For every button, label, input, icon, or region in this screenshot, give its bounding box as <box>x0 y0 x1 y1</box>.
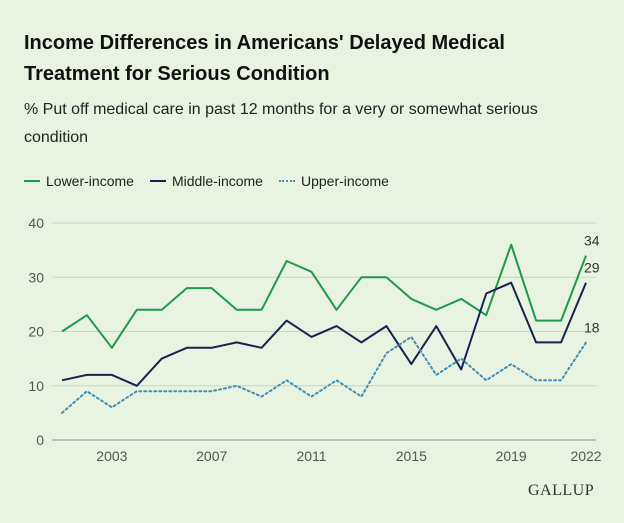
legend-label-lower-income: Lower-income <box>46 173 134 189</box>
x-tick-label: 2007 <box>196 448 227 464</box>
x-tick-label: 2022 <box>570 448 601 464</box>
x-tick-label: 2019 <box>496 448 527 464</box>
y-tick-label: 40 <box>28 215 44 231</box>
gallup-logo: GALLUP <box>528 482 595 499</box>
legend-item-upper-income: Upper-income <box>278 173 389 189</box>
y-tick-label: 20 <box>28 324 44 340</box>
series-line-middle-income <box>61 281 587 387</box>
end-label-upper-income: 18 <box>584 319 600 335</box>
legend-item-middle-income: Middle-income <box>149 173 263 189</box>
series-line-upper-income <box>61 335 587 414</box>
series-line-lower-income <box>61 243 587 349</box>
legend-swatch-middle-income <box>149 180 166 182</box>
chart-subtitle: % Put off medical care in past 12 months… <box>24 101 538 146</box>
chart-title: Income Differences in Americans' Delayed… <box>24 32 505 85</box>
end-label-middle-income: 29 <box>584 260 600 276</box>
legend-swatch-lower-income <box>24 180 40 182</box>
legend: Lower-income Middle-income Upper-income <box>24 173 389 189</box>
legend-swatch-upper-income <box>278 180 295 182</box>
y-tick-label: 10 <box>28 378 44 394</box>
x-tick-label: 2015 <box>396 448 427 464</box>
y-tick-label: 0 <box>36 432 44 448</box>
y-tick-label: 30 <box>28 269 44 285</box>
end-label-lower-income: 34 <box>584 233 600 249</box>
x-tick-label: 2011 <box>296 448 326 464</box>
x-tick-label: 2003 <box>96 448 127 464</box>
legend-label-upper-income: Upper-income <box>300 173 389 189</box>
legend-item-lower-income: Lower-income <box>24 173 134 189</box>
legend-label-middle-income: Middle-income <box>171 173 263 189</box>
